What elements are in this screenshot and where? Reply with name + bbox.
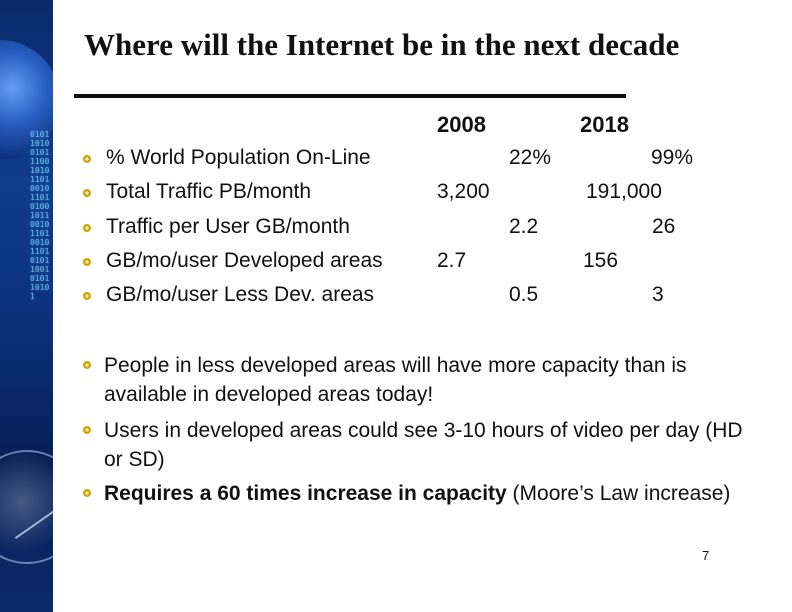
- column-header-2008: 2008: [437, 112, 486, 137]
- binary-digits-graphic: 0101101001011100101011010010110101001011…: [30, 130, 50, 301]
- bullet-icon: [82, 425, 92, 435]
- note-capacity-comparison: People in less developed areas will have…: [104, 354, 687, 406]
- row-label-traffic-per-user: Traffic per User GB/month: [106, 215, 350, 238]
- cell-total-traffic-2008: 3,200: [437, 180, 490, 203]
- globe-graphic: [0, 40, 53, 160]
- cell-developed-areas-2018: 156: [583, 249, 619, 272]
- bullet-icon: [82, 188, 92, 198]
- page-number: 7: [702, 548, 710, 563]
- note-capacity-increase: Requires a 60 times increase in capacity…: [104, 479, 764, 508]
- bullet-icon: [82, 257, 92, 267]
- cell-developed-areas-2008: 2.7: [437, 249, 467, 272]
- cell-population-2018: 99%: [651, 146, 694, 169]
- row-label-developed-areas: GB/mo/user Developed areas: [106, 249, 383, 272]
- slide-title: Where will the Internet be in the next d…: [84, 27, 680, 62]
- note-video-hours: Users in developed areas could see 3-10 …: [104, 419, 743, 471]
- satellite-dish-graphic: [0, 450, 53, 564]
- cell-traffic-per-user-2018: 26: [652, 215, 676, 238]
- cell-less-developed-areas-2018: 3: [652, 283, 664, 306]
- row-label-less-developed-areas: GB/mo/user Less Dev. areas: [106, 283, 375, 306]
- decorative-side-strip: 0101101001011100101011010010110101001011…: [0, 0, 53, 612]
- row-label-population: % World Population On-Line: [106, 146, 371, 169]
- cell-less-developed-areas-2008: 0.5: [509, 283, 539, 306]
- column-header-2018: 2018: [580, 112, 629, 137]
- bullet-icon: [82, 154, 92, 164]
- note-capacity-increase-bold: Requires a 60 times increase in capacity: [104, 482, 507, 505]
- cell-total-traffic-2018: 191,000: [586, 180, 662, 203]
- bullet-icon: [82, 291, 92, 301]
- bullet-icon: [82, 360, 92, 370]
- title-underline: [74, 94, 626, 98]
- cell-traffic-per-user-2008: 2.2: [509, 215, 539, 238]
- row-label-total-traffic: Total Traffic PB/month: [106, 180, 312, 203]
- note-capacity-increase-rest: (Moore’s Law increase): [506, 482, 731, 505]
- bullet-icon: [82, 488, 92, 498]
- cell-population-2008: 22%: [509, 146, 552, 169]
- bullet-icon: [82, 223, 92, 233]
